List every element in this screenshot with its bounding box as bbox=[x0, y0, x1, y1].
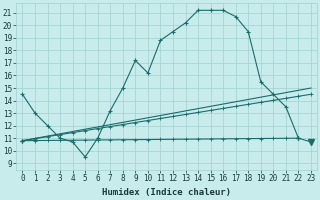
X-axis label: Humidex (Indice chaleur): Humidex (Indice chaleur) bbox=[102, 188, 231, 197]
